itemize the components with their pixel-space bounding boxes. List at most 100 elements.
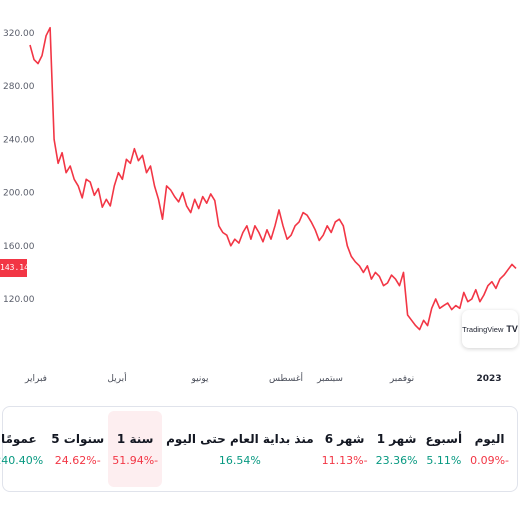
price-point <box>270 238 273 241</box>
y-tick-label: 280.00 <box>3 82 35 92</box>
performance-periods: اليوم 0.09%- أسبوع 5.11% 1 شهر 23.36% 6 شهر 11.… <box>0 406 518 492</box>
price-point <box>366 264 369 267</box>
price-point <box>478 300 481 303</box>
price-point <box>133 147 136 150</box>
y-tick-label: 320.00 <box>3 29 35 39</box>
x-tick-label: أبريل <box>107 372 126 384</box>
price-point <box>45 34 48 37</box>
period-change-value: 240.40% <box>0 453 44 467</box>
price-point <box>370 278 373 281</box>
price-point <box>350 255 353 258</box>
period-label: اليوم <box>474 431 505 446</box>
period-label: 5 سنوات <box>51 431 105 446</box>
price-point <box>225 234 228 237</box>
price-point <box>141 154 144 157</box>
price-point <box>125 158 128 161</box>
price-point <box>189 211 192 214</box>
price-point <box>69 165 72 168</box>
price-point <box>93 194 96 197</box>
tradingview-text: TradingView <box>462 324 504 334</box>
price-point <box>181 191 184 194</box>
price-point <box>294 224 297 227</box>
x-tick-label: 2023 <box>476 374 501 384</box>
price-point <box>378 275 381 278</box>
y-tick-label: 160.00 <box>3 242 35 252</box>
price-point <box>153 184 156 187</box>
price-chart[interactable]: 320.00 280.00 240.00 200.00 160.00 120.00 فبرا… <box>0 0 520 395</box>
y-tick-label: 120.00 <box>3 295 35 305</box>
price-point <box>474 288 477 291</box>
price-point <box>486 284 489 287</box>
price-point <box>322 234 325 237</box>
price-point <box>221 231 224 234</box>
price-point <box>318 239 321 242</box>
price-point <box>515 267 518 270</box>
price-point <box>197 207 200 210</box>
price-point <box>298 220 301 223</box>
price-point <box>229 244 232 247</box>
price-point <box>37 62 40 65</box>
price-point <box>117 171 120 174</box>
price-point <box>442 304 445 307</box>
period-tab[interactable]: 5 سنوات 24.62%- <box>47 411 108 487</box>
price-point <box>169 188 172 191</box>
price-point <box>217 224 220 227</box>
price-point <box>426 324 429 327</box>
price-point <box>262 240 265 243</box>
price-point <box>241 231 244 234</box>
price-point <box>398 284 401 287</box>
price-point <box>29 44 32 47</box>
price-point <box>282 224 285 227</box>
price-point <box>278 208 281 211</box>
price-point <box>503 274 506 277</box>
price-point <box>41 54 44 57</box>
price-point <box>137 159 140 162</box>
price-point <box>73 178 76 181</box>
price-point <box>213 199 216 202</box>
period-tab[interactable]: منذ بداية العام حتى اليوم 16.54% <box>162 411 318 487</box>
period-tab[interactable]: 6 شهر 11.13%- <box>318 411 372 487</box>
price-point <box>402 271 405 274</box>
price-point <box>466 300 469 303</box>
price-point <box>53 138 56 141</box>
price-point <box>85 178 88 181</box>
price-point <box>306 214 309 217</box>
price-point <box>394 278 397 281</box>
price-point <box>354 260 357 263</box>
period-tab[interactable]: عمومًا 240.40% <box>0 411 47 487</box>
price-point <box>302 211 305 214</box>
period-tab[interactable]: اليوم 0.09%- <box>466 411 513 487</box>
period-tab[interactable]: 1 سنة 51.94%- <box>108 411 163 487</box>
price-point <box>237 242 240 245</box>
price-point <box>374 271 377 274</box>
price-point <box>145 171 148 174</box>
price-point <box>430 307 433 310</box>
price-point <box>77 184 80 187</box>
period-tab[interactable]: أسبوع 5.11% <box>422 411 467 487</box>
price-point <box>434 298 437 301</box>
period-change-value: 0.09%- <box>470 453 509 467</box>
price-point <box>358 264 361 267</box>
price-point <box>406 314 409 317</box>
x-tick-label: فبراير <box>24 374 47 384</box>
price-point <box>390 274 393 277</box>
period-change-value: 5.11% <box>426 453 462 467</box>
period-tab[interactable]: 1 شهر 23.36% <box>372 411 422 487</box>
price-point <box>410 319 413 322</box>
price-point <box>470 298 473 301</box>
price-point <box>97 187 100 190</box>
price-point <box>101 206 104 209</box>
chart-canvas[interactable]: 320.00 280.00 240.00 200.00 160.00 120.00 فبرا… <box>0 0 520 395</box>
price-point <box>346 244 349 247</box>
price-point <box>49 26 52 29</box>
tradingview-watermark[interactable]: TradingView TV <box>462 310 518 348</box>
period-label: أسبوع <box>425 431 463 446</box>
price-point <box>33 58 36 61</box>
price-point <box>330 231 333 234</box>
price-point <box>454 304 457 307</box>
price-point <box>149 165 152 168</box>
price-point <box>414 324 417 327</box>
period-label: 1 شهر <box>376 431 417 446</box>
price-point <box>511 263 514 266</box>
price-point <box>245 224 248 227</box>
